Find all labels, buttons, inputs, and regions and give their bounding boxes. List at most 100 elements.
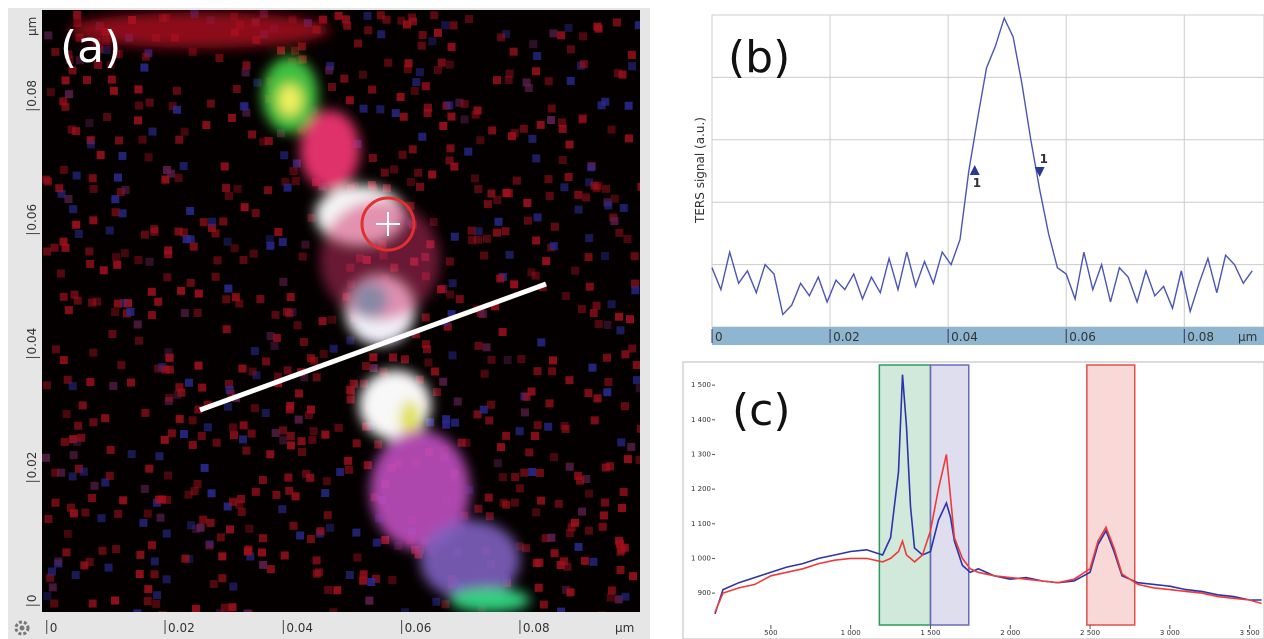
- map-pixel: [175, 135, 184, 144]
- map-pixel: [329, 608, 338, 612]
- map-pixel: [284, 473, 293, 482]
- map-pixel: [42, 175, 51, 184]
- map-pixel: [574, 205, 583, 214]
- map-pixel: [72, 127, 81, 136]
- map-pixel: [306, 473, 315, 482]
- map-pixel: [88, 174, 97, 183]
- x-tick-label: 0.02: [833, 330, 860, 344]
- map-pixel: [414, 550, 423, 559]
- map-pixel: [78, 401, 87, 410]
- map-pixel: [72, 437, 81, 446]
- panel-label: (a): [60, 22, 121, 73]
- map-pixel: [547, 104, 556, 113]
- map-pixel: [242, 61, 251, 70]
- x-tick-label: 0.02: [168, 621, 195, 635]
- map-pixel: [134, 256, 143, 265]
- map-pixel: [50, 243, 59, 252]
- x-unit: µm: [1238, 330, 1257, 344]
- map-pixel: [133, 609, 142, 612]
- map-pixel: [74, 464, 83, 473]
- map-pixel: [86, 136, 95, 145]
- map-pixel: [304, 410, 313, 419]
- map-pixel: [274, 227, 283, 236]
- map-pixel: [404, 59, 413, 68]
- map-pixel: [574, 542, 583, 551]
- map-pixel: [544, 175, 553, 184]
- map-pixel: [312, 556, 321, 565]
- map-pixel: [54, 557, 63, 566]
- map-pixel: [108, 330, 117, 339]
- map-pixel: [118, 151, 127, 160]
- map-pixel: [134, 101, 143, 110]
- map-pixel: [165, 393, 174, 402]
- map-pixel: [547, 116, 556, 125]
- map-pixel: [532, 559, 541, 568]
- map-pixel: [162, 575, 171, 584]
- map-pixel: [193, 479, 202, 488]
- map-pixel: [302, 469, 311, 478]
- map-pixel: [310, 356, 319, 365]
- map-pixel: [223, 237, 232, 246]
- map-pixel: [448, 279, 457, 288]
- map-pixel: [154, 297, 163, 306]
- map-pixel: [498, 473, 507, 482]
- map-pixel: [297, 42, 306, 51]
- map-pixel: [200, 463, 209, 472]
- map-pixel: [266, 565, 275, 574]
- map-pixel: [445, 257, 454, 266]
- map-pixel: [43, 592, 52, 601]
- map-pixel: [584, 253, 593, 262]
- map-pixel: [325, 66, 334, 75]
- map-pixel: [64, 306, 73, 315]
- map-pixel: [566, 45, 575, 54]
- map-pixel: [69, 509, 78, 518]
- map-pixel: [577, 305, 586, 314]
- map-pixel: [145, 464, 154, 473]
- map-pixel: [460, 99, 469, 108]
- map-pixel: [279, 277, 288, 286]
- map-pixel: [175, 383, 184, 392]
- map-pixel: [604, 377, 613, 386]
- map-pixel: [535, 468, 544, 477]
- map-pixel: [428, 37, 437, 46]
- map-pixel: [164, 250, 173, 259]
- map-pixel: [225, 379, 234, 388]
- map-pixel: [89, 184, 98, 193]
- map-pixel: [225, 385, 234, 394]
- map-pixel: [229, 497, 238, 506]
- map-pixel: [520, 468, 529, 477]
- map-pixel: [190, 487, 199, 496]
- map-pixel: [297, 447, 306, 456]
- map-pixel: [542, 257, 551, 266]
- map-pixel: [582, 474, 591, 483]
- map-pixel: [222, 295, 231, 304]
- map-pixel: [396, 92, 405, 101]
- map-pixel: [69, 451, 78, 460]
- map-pixel: [439, 377, 448, 386]
- map-pixel: [621, 350, 630, 359]
- map-pixel: [437, 58, 446, 67]
- map-pixel: [531, 271, 540, 280]
- map-pixel: [280, 551, 289, 560]
- map-pixel: [286, 401, 295, 410]
- x-tick-label: 0.04: [286, 621, 313, 635]
- map-pixel: [527, 268, 536, 277]
- map-pixel: [174, 173, 183, 182]
- map-pixel: [580, 556, 589, 565]
- map-pixel: [635, 456, 640, 465]
- map-pixel: [63, 529, 72, 538]
- map-pixel: [421, 82, 430, 91]
- map-pixel: [126, 378, 135, 387]
- map-pixel: [242, 108, 251, 117]
- map-pixel: [265, 235, 274, 244]
- map-pixel: [89, 418, 98, 427]
- map-pixel: [220, 162, 229, 171]
- map-pixel: [71, 571, 80, 580]
- map-pixel: [414, 168, 423, 177]
- map-pixel: [634, 21, 640, 30]
- map-pixel: [457, 438, 466, 447]
- map-pixel: [205, 541, 214, 550]
- map-pixel: [344, 456, 353, 465]
- map-pixel: [353, 553, 362, 562]
- map-pixel: [359, 576, 368, 585]
